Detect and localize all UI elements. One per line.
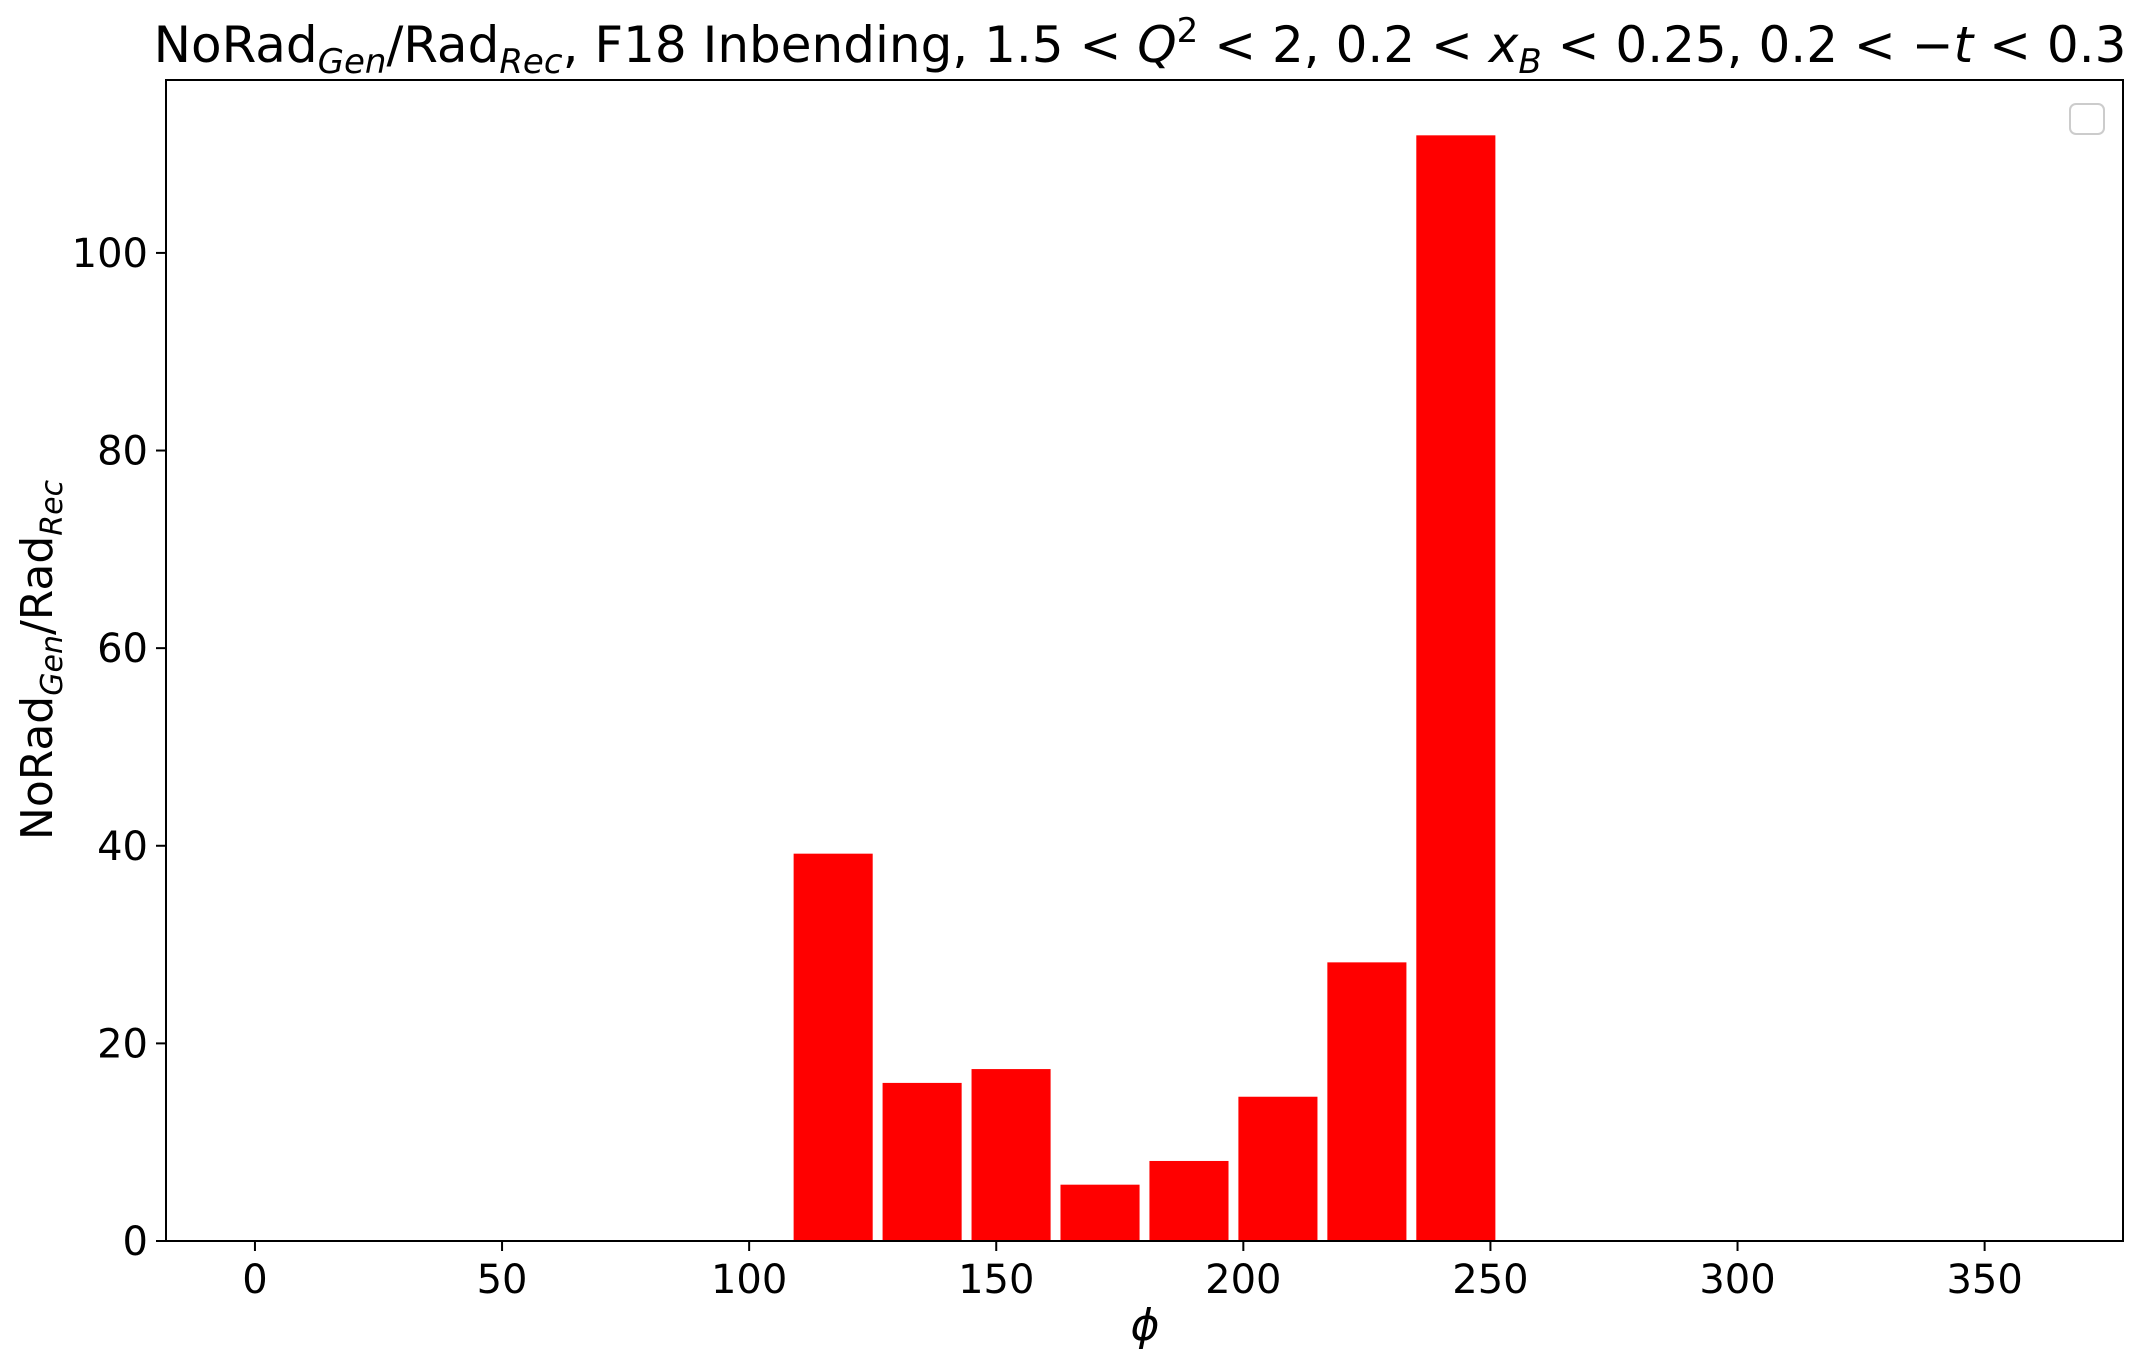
title-rec-sub: Rec bbox=[499, 42, 563, 82]
x-ticks: 0 50 100 150 200 250 300 350 bbox=[242, 1241, 2023, 1303]
chart-title: NoRadGen/RadRec, F18 Inbending, 1.5 < Q2… bbox=[154, 11, 2127, 82]
x-tick-label: 50 bbox=[477, 1257, 528, 1303]
title-q-sup: 2 bbox=[1177, 11, 1199, 51]
title-x-sub: B bbox=[1518, 42, 1541, 82]
title-middle: , F18 Inbending, 1.5 < bbox=[563, 16, 1138, 74]
x-tick-label: 0 bbox=[242, 1257, 267, 1303]
ylabel-gen-sub: Gen bbox=[35, 635, 70, 696]
bar-4 bbox=[1149, 1160, 1229, 1241]
title-gen-sub: Gen bbox=[318, 42, 387, 82]
ylabel-rad: /Rad bbox=[12, 536, 63, 635]
y-tick-label: 0 bbox=[123, 1219, 148, 1265]
x-tick-label: 250 bbox=[1452, 1257, 1528, 1303]
x-tick-label: 150 bbox=[958, 1257, 1034, 1303]
bar-7 bbox=[1416, 135, 1496, 1241]
y-tick-label: 40 bbox=[97, 824, 148, 870]
plot-frame bbox=[165, 79, 2124, 1242]
title-rad: /Rad bbox=[386, 16, 499, 74]
x-tick-label: 100 bbox=[711, 1257, 787, 1303]
bar-2 bbox=[971, 1069, 1051, 1241]
y-ticks: 0 20 40 60 80 100 bbox=[72, 231, 166, 1265]
title-after-t: < 0.3 bbox=[1973, 16, 2126, 74]
x-axis-label: ϕ bbox=[1130, 1300, 1159, 1350]
bar-6 bbox=[1327, 962, 1407, 1241]
x-tick-label: 350 bbox=[1946, 1257, 2022, 1303]
ylabel-rec-sub: Rec bbox=[35, 479, 70, 535]
y-tick-label: 60 bbox=[97, 626, 148, 672]
y-tick-label: 80 bbox=[97, 429, 148, 475]
y-tick-label: 20 bbox=[97, 1021, 148, 1067]
title-after-q: < 2, 0.2 < bbox=[1198, 16, 1488, 74]
bars-layer bbox=[793, 135, 1496, 1241]
title-norad: NoRad bbox=[154, 16, 318, 74]
bar-5 bbox=[1238, 1096, 1318, 1241]
x-tick-label: 300 bbox=[1699, 1257, 1775, 1303]
bar-1 bbox=[882, 1082, 962, 1241]
ylabel-norad: NoRad bbox=[12, 696, 63, 840]
title-q: Q bbox=[1137, 16, 1176, 74]
y-tick-label: 100 bbox=[72, 231, 148, 277]
title-x: x bbox=[1487, 16, 1519, 74]
bar-0 bbox=[793, 853, 873, 1241]
title-after-x: < 0.25, 0.2 < − bbox=[1542, 16, 1954, 74]
y-axis-label: NoRadGen/RadRec bbox=[12, 479, 70, 840]
bar-3 bbox=[1060, 1184, 1140, 1241]
title-t: t bbox=[1954, 16, 1976, 74]
legend-box bbox=[2069, 103, 2105, 135]
x-tick-label: 200 bbox=[1205, 1257, 1281, 1303]
